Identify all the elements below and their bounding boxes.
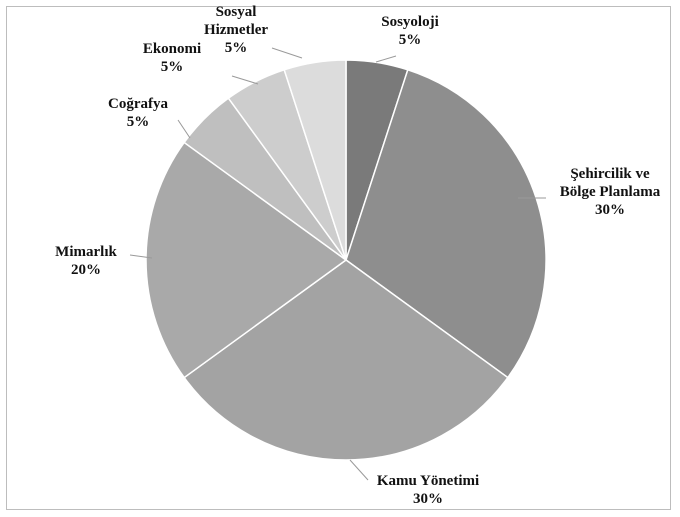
leader-line-mimarl-k xyxy=(129,254,153,259)
data-label-ekonomi: Ekonomi 5% xyxy=(143,41,201,75)
pie-slice-mimarl-k xyxy=(145,141,348,379)
data-label-sosyoloji: Sosyoloji 5% xyxy=(381,14,439,48)
leader-line-kamu-y-netimi xyxy=(349,459,369,481)
data-label-sosyal-hizmetler: Sosyal Hizmetler 5% xyxy=(204,4,268,56)
data-label-kamu-y-netimi: Kamu Yönetimi 30% xyxy=(377,473,479,507)
data-label--ehircilik-ve-b-lge-planlama: Şehircilik ve Bölge Planlama 30% xyxy=(560,166,661,218)
leader-line-ekonomi xyxy=(231,75,259,85)
leader-line-co-rafya xyxy=(177,119,191,139)
leader-line-sosyal-hizmetler xyxy=(271,47,303,59)
data-label-mimarl-k: Mimarlık 20% xyxy=(55,244,117,278)
pie-slice-sosyal-hizmetler xyxy=(283,59,347,261)
pie-slice-kamu-y-netimi xyxy=(183,259,509,461)
leader-line-sosyoloji xyxy=(375,55,397,63)
data-label-co-rafya: Coğrafya 5% xyxy=(108,96,168,130)
